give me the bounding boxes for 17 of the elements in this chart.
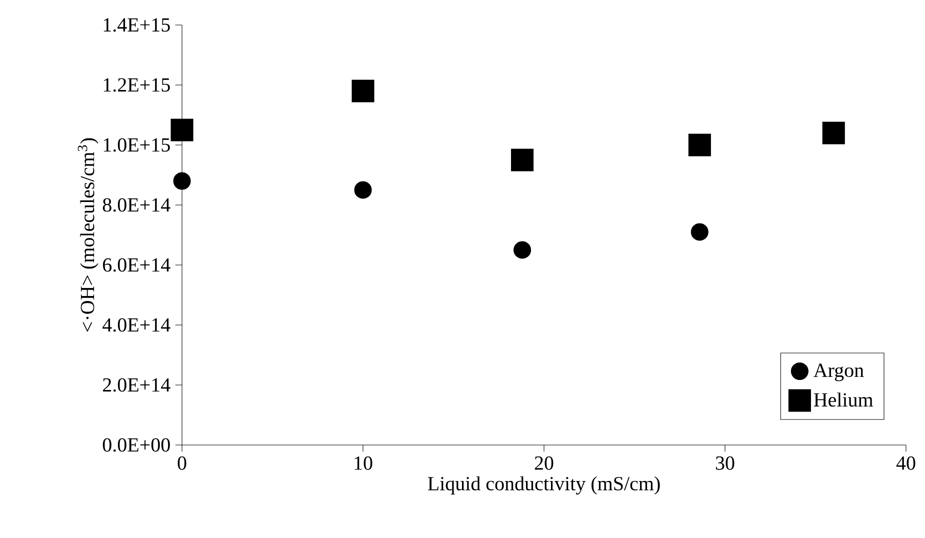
x-axis-title: Liquid conductivity (mS/cm) <box>428 476 660 495</box>
y-tick-label: 0.0E+00 <box>102 438 170 452</box>
y-tick-label: 8.0E+14 <box>102 198 170 212</box>
y-tick-label: 1.4E+15 <box>104 18 170 32</box>
y-tick-label: 6.0E+14 <box>102 258 170 272</box>
y-tick-label: 4.0E+14 <box>102 318 170 332</box>
x-tick-label: 0 <box>178 456 186 470</box>
x-tick-label: 20 <box>534 456 554 470</box>
y-tick-label: 1.0E+15 <box>104 138 170 152</box>
x-tick-label: 30 <box>716 456 734 470</box>
x-tick-label: 40 <box>896 456 916 470</box>
y-tick-label: 2.0E+14 <box>103 378 170 392</box>
y-axis-title: <·OH> (molecules/cm$^{3}$) <box>78 138 98 332</box>
y-tick-label: 1.2E+15 <box>104 78 170 92</box>
legend-label: Helium <box>814 392 874 407</box>
x-tick-label: 10 <box>354 456 372 470</box>
legend-label: Argon <box>814 364 864 382</box>
